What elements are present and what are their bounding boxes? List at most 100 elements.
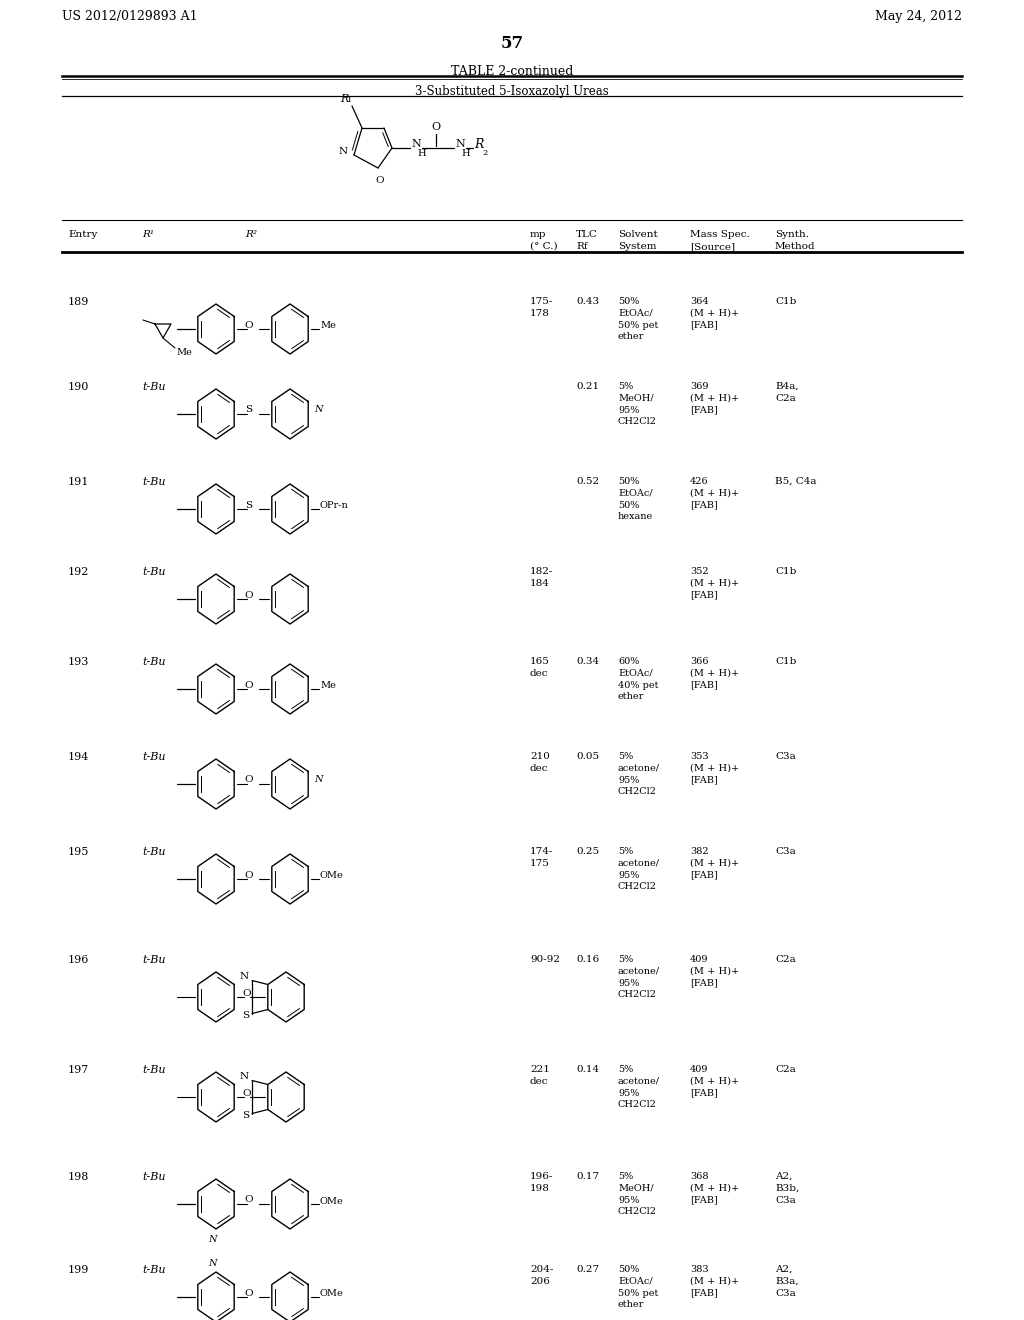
Text: C2a: C2a [775,954,796,964]
Text: Entry: Entry [68,230,97,239]
Text: O: O [243,1089,251,1097]
Text: 2: 2 [482,149,487,157]
Text: t-Bu: t-Bu [142,752,166,762]
Text: May 24, 2012: May 24, 2012 [874,11,962,22]
Text: O: O [245,870,253,879]
Text: 50%
EtOAc/
50% pet
ether: 50% EtOAc/ 50% pet ether [618,1265,658,1309]
Text: 0.43: 0.43 [575,297,599,306]
Text: 182-
184: 182- 184 [530,568,553,587]
Text: 0.05: 0.05 [575,752,599,762]
Text: t-Bu: t-Bu [142,381,166,392]
Text: B4a,
C2a: B4a, C2a [775,381,799,403]
Text: O: O [245,681,253,689]
Text: 196: 196 [68,954,89,965]
Text: R¹: R¹ [142,230,154,239]
Text: 0.27: 0.27 [575,1265,599,1274]
Text: t-Bu: t-Bu [142,1265,166,1275]
Text: 5%
MeOH/
95%
CH2Cl2: 5% MeOH/ 95% CH2Cl2 [618,1172,657,1217]
Text: 369
(M + H)+
[FAB]: 369 (M + H)+ [FAB] [690,381,739,414]
Text: C1b: C1b [775,568,797,576]
Text: 5%
acetone/
95%
CH2Cl2: 5% acetone/ 95% CH2Cl2 [618,1065,660,1109]
Text: C2a: C2a [775,1065,796,1074]
Text: t-Bu: t-Bu [142,954,166,965]
Text: 194: 194 [68,752,89,762]
Text: 368
(M + H)+
[FAB]: 368 (M + H)+ [FAB] [690,1172,739,1205]
Text: 165
dec: 165 dec [530,657,550,677]
Text: N: N [314,776,323,784]
Text: S: S [242,1011,249,1020]
Text: 60%
EtOAc/
40% pet
ether: 60% EtOAc/ 40% pet ether [618,657,658,701]
Text: S: S [242,1111,249,1119]
Text: O: O [243,989,251,998]
Text: 197: 197 [68,1065,89,1074]
Text: 189: 189 [68,297,89,308]
Text: A2,
B3b,
C3a: A2, B3b, C3a [775,1172,800,1205]
Text: US 2012/0129893 A1: US 2012/0129893 A1 [62,11,198,22]
Text: O: O [245,1288,253,1298]
Text: Me: Me [176,348,191,356]
Text: 0.17: 0.17 [575,1172,599,1181]
Text: 5%
MeOH/
95%
CH2Cl2: 5% MeOH/ 95% CH2Cl2 [618,381,657,426]
Text: t-Bu: t-Bu [142,657,166,667]
Text: S: S [246,405,253,414]
Text: C3a: C3a [775,847,796,855]
Text: t-Bu: t-Bu [142,477,166,487]
Text: H: H [417,149,426,158]
Text: 426
(M + H)+
[FAB]: 426 (M + H)+ [FAB] [690,477,739,510]
Text: 409
(M + H)+
[FAB]: 409 (M + H)+ [FAB] [690,954,739,987]
Text: 364
(M + H)+
[FAB]: 364 (M + H)+ [FAB] [690,297,739,330]
Text: t-Bu: t-Bu [142,1172,166,1181]
Text: t-Bu: t-Bu [142,1065,166,1074]
Text: O: O [431,121,440,132]
Text: t-Bu: t-Bu [142,568,166,577]
Text: 353
(M + H)+
[FAB]: 353 (M + H)+ [FAB] [690,752,739,784]
Text: 199: 199 [68,1265,89,1275]
Text: R: R [474,137,483,150]
Text: O: O [245,776,253,784]
Text: OMe: OMe [319,871,344,880]
Text: 196-
198: 196- 198 [530,1172,553,1193]
Text: 5%
acetone/
95%
CH2Cl2: 5% acetone/ 95% CH2Cl2 [618,954,660,999]
Text: 366
(M + H)+
[FAB]: 366 (M + H)+ [FAB] [690,657,739,689]
Text: t-Bu: t-Bu [142,847,166,857]
Text: Synth.
Method: Synth. Method [775,230,816,251]
Text: N: N [314,405,323,414]
Text: R²: R² [245,230,257,239]
Text: Me: Me [319,681,336,690]
Text: mp
(° C.): mp (° C.) [530,230,558,251]
Text: N: N [411,139,421,149]
Text: 383
(M + H)+
[FAB]: 383 (M + H)+ [FAB] [690,1265,739,1298]
Text: 5%
acetone/
95%
CH2Cl2: 5% acetone/ 95% CH2Cl2 [618,847,660,891]
Text: C3a: C3a [775,752,796,762]
Text: 0.21: 0.21 [575,381,599,391]
Text: R: R [340,94,348,104]
Text: B5, C4a: B5, C4a [775,477,816,486]
Text: O: O [376,176,384,185]
Text: N: N [339,147,348,156]
Text: 191: 191 [68,477,89,487]
Text: C1b: C1b [775,657,797,667]
Text: 409
(M + H)+
[FAB]: 409 (M + H)+ [FAB] [690,1065,739,1098]
Text: 210
dec: 210 dec [530,752,550,772]
Text: 0.16: 0.16 [575,954,599,964]
Text: OMe: OMe [319,1290,344,1299]
Text: OPr-n: OPr-n [319,502,349,511]
Text: C1b: C1b [775,297,797,306]
Text: OMe: OMe [319,1196,344,1205]
Text: 50%
EtOAc/
50%
hexane: 50% EtOAc/ 50% hexane [618,477,653,521]
Text: 50%
EtOAc/
50% pet
ether: 50% EtOAc/ 50% pet ether [618,297,658,342]
Text: 1: 1 [347,96,352,104]
Text: 0.14: 0.14 [575,1065,599,1074]
Text: 190: 190 [68,381,89,392]
Text: 5%
acetone/
95%
CH2Cl2: 5% acetone/ 95% CH2Cl2 [618,752,660,796]
Text: 174-
175: 174- 175 [530,847,553,867]
Text: 0.34: 0.34 [575,657,599,667]
Text: O: O [245,590,253,599]
Text: S: S [246,500,253,510]
Text: 193: 193 [68,657,89,667]
Text: 382
(M + H)+
[FAB]: 382 (M + H)+ [FAB] [690,847,739,879]
Text: N: N [240,972,249,981]
Text: 3-Substituted 5-Isoxazolyl Ureas: 3-Substituted 5-Isoxazolyl Ureas [415,84,609,98]
Text: 90-92: 90-92 [530,954,560,964]
Text: 198: 198 [68,1172,89,1181]
